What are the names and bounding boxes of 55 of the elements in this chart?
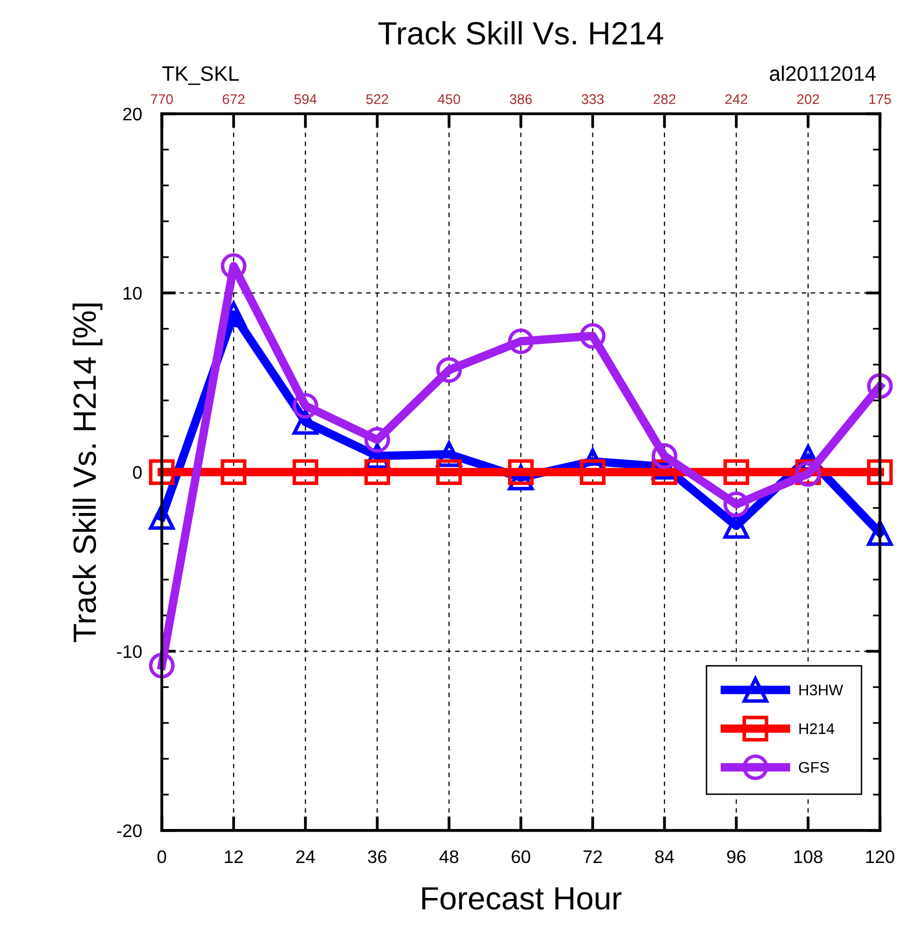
point: [867, 373, 893, 399]
point: [292, 459, 318, 485]
text: 242: [725, 94, 748, 104]
point: [867, 520, 893, 546]
point: [723, 459, 750, 485]
point: [220, 253, 246, 279]
point: [148, 459, 175, 485]
text: 333: [582, 94, 604, 104]
text: al20112014: [770, 66, 876, 81]
point: [508, 328, 534, 354]
point: [364, 427, 390, 453]
text: 450: [438, 94, 460, 104]
x-tick-label: 24: [296, 850, 315, 863]
point: [148, 652, 175, 678]
x-tick-label: 60: [512, 850, 530, 864]
x-tick-label: 120: [866, 850, 894, 864]
point: [508, 459, 534, 485]
point: [220, 459, 246, 485]
point: [723, 492, 750, 518]
x-tick-label: 48: [439, 850, 458, 864]
legend-label: H214: [799, 723, 834, 734]
point: [867, 459, 893, 485]
point: [436, 459, 462, 485]
y-tick-label: 0: [133, 466, 142, 479]
text: 175: [869, 94, 891, 104]
y-tick-label: -10: [117, 645, 142, 658]
text: 522: [366, 94, 388, 104]
text: 202: [797, 94, 819, 104]
x-tick-label: 36: [368, 850, 386, 864]
point: [436, 357, 462, 383]
x-tick-label: 108: [794, 850, 822, 864]
text: 594: [294, 94, 317, 104]
point: [580, 323, 606, 349]
x-tick-label: 12: [224, 850, 243, 863]
x-tick-label: 0: [157, 850, 166, 864]
chart-title: Track Skill Vs. H214: [378, 21, 664, 45]
legend-label: GFS: [798, 762, 829, 773]
x-tick-label: 72: [584, 850, 602, 863]
legend-label: H3HW: [799, 684, 844, 696]
text: TK_SKL: [162, 66, 239, 85]
x-tick-label: 96: [727, 850, 746, 864]
y-tick-label: 20: [123, 108, 142, 120]
text: 672: [222, 94, 245, 104]
point: [364, 459, 390, 485]
text: 770: [150, 94, 173, 104]
y-tick-label: -20: [117, 824, 142, 838]
point: [652, 443, 678, 469]
point: [292, 392, 318, 419]
point: [580, 459, 606, 485]
x-axis-title: Forecast Hour: [422, 887, 622, 910]
text: 282: [654, 94, 676, 104]
text: 386: [510, 94, 532, 104]
y-tick-label: 10: [124, 286, 142, 300]
y-axis-title: Track Skill Vs. H214 [%]: [72, 304, 102, 642]
x-tick-label: 84: [655, 850, 674, 864]
